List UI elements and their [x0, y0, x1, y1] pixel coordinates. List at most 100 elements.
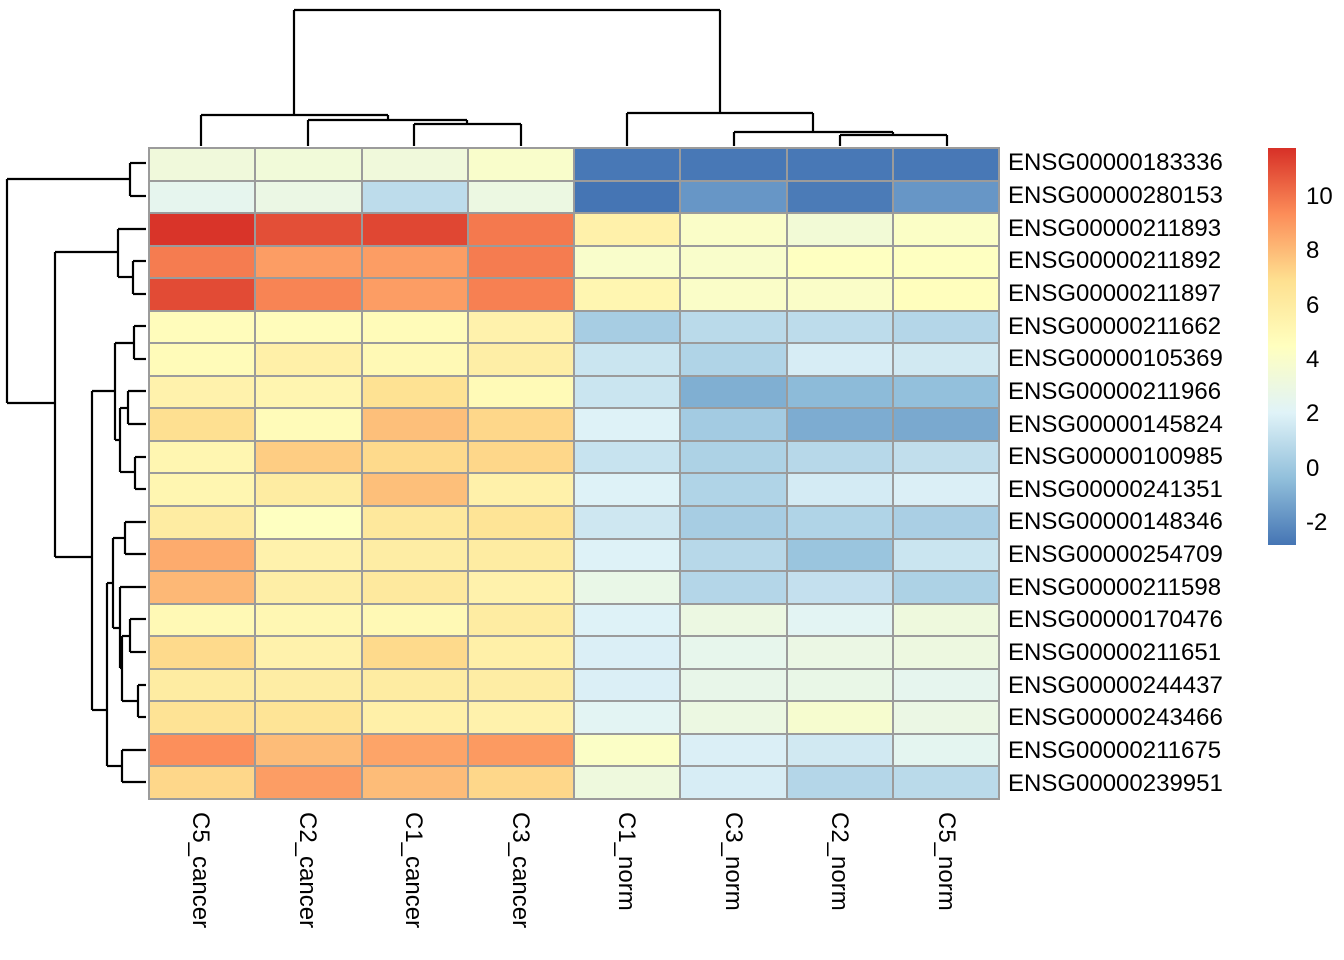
heatmap-cell — [893, 214, 998, 245]
heatmap-cell — [575, 376, 680, 408]
heatmap-cell — [362, 376, 467, 408]
heatmap-cell — [893, 344, 998, 375]
row-label: ENSG00000211662 — [1008, 312, 1222, 340]
heatmap-cell — [256, 181, 361, 213]
heatmap-cell — [681, 441, 786, 473]
heatmap-cell — [681, 474, 786, 506]
heatmap-cell — [362, 539, 467, 571]
heatmap-cell — [150, 214, 255, 245]
heatmap-cell — [468, 246, 573, 278]
heatmap-cell — [468, 734, 573, 766]
heatmap-cell — [575, 637, 680, 668]
heatmap-cell — [893, 149, 998, 180]
heatmap-cell — [681, 344, 786, 375]
row-label: ENSG00000211892 — [1008, 247, 1222, 275]
row-label: ENSG00000243466 — [1008, 704, 1223, 732]
heatmap-cell — [575, 669, 680, 701]
row-label: ENSG00000211893 — [1008, 214, 1222, 242]
heatmap-cell — [468, 702, 573, 733]
row-label: ENSG00000211675 — [1008, 737, 1222, 765]
heatmap-cell — [787, 311, 892, 343]
heatmap-cell — [681, 669, 786, 701]
legend-tick-label: 6 — [1306, 291, 1320, 319]
heatmap-cell — [362, 572, 467, 603]
heatmap-cell — [893, 474, 998, 506]
heatmap-cell — [362, 507, 467, 538]
row-label: ENSG00000170476 — [1008, 606, 1223, 634]
heatmap-cell — [575, 181, 680, 213]
heatmap-cell — [256, 572, 361, 603]
row-label: ENSG00000244437 — [1008, 671, 1223, 699]
column-label: C3_norm — [719, 812, 747, 911]
heatmap-cell — [468, 181, 573, 213]
heatmap-cell — [787, 572, 892, 603]
heatmap-cell — [893, 734, 998, 766]
heatmap-cell — [256, 344, 361, 375]
heatmap-cell — [681, 604, 786, 636]
heatmap-cell — [150, 604, 255, 636]
heatmap-cell — [681, 214, 786, 245]
legend-tick-label: 4 — [1306, 346, 1320, 374]
row-label: ENSG00000183336 — [1008, 149, 1223, 177]
legend-tick-label: -2 — [1306, 509, 1328, 537]
heatmap-cell — [787, 767, 892, 798]
heatmap-cell — [681, 507, 786, 538]
row-label: ENSG00000211966 — [1008, 377, 1222, 405]
heatmap-cell — [362, 604, 467, 636]
column-label: C3_cancer — [506, 812, 534, 929]
heatmap-cell — [362, 637, 467, 668]
heatmap-cell — [681, 311, 786, 343]
heatmap-cell — [787, 246, 892, 278]
heatmap-cell — [893, 604, 998, 636]
heatmap-cell — [787, 669, 892, 701]
heatmap-cell — [468, 539, 573, 571]
heatmap-cell — [893, 279, 998, 310]
heatmap-cell — [362, 311, 467, 343]
heatmap-cell — [468, 507, 573, 538]
column-label: C1_norm — [613, 812, 641, 911]
heatmap-cell — [787, 279, 892, 310]
heatmap-cell — [256, 311, 361, 343]
heatmap-cell — [256, 637, 361, 668]
heatmap-cell — [468, 279, 573, 310]
heatmap-cell — [787, 734, 892, 766]
heatmap-cell — [468, 474, 573, 506]
heatmap-cell — [468, 149, 573, 180]
heatmap-cell — [362, 474, 467, 506]
heatmap-cell — [256, 767, 361, 798]
heatmap-cell — [681, 149, 786, 180]
legend-tick-label: 10 — [1306, 182, 1333, 210]
heatmap-cell — [893, 376, 998, 408]
heatmap-cell — [787, 214, 892, 245]
heatmap-cell — [681, 734, 786, 766]
heatmap-cell — [893, 637, 998, 668]
heatmap-cell — [468, 604, 573, 636]
heatmap-cell — [362, 734, 467, 766]
heatmap-cell — [575, 539, 680, 571]
heatmap-cell — [150, 409, 255, 440]
heatmap-cell — [362, 214, 467, 245]
heatmap-cell — [256, 214, 361, 245]
heatmap-cell — [575, 604, 680, 636]
heatmap-cell — [150, 767, 255, 798]
heatmap-cell — [150, 474, 255, 506]
heatmap-cell — [787, 702, 892, 733]
heatmap-cell — [362, 669, 467, 701]
heatmap-cell — [575, 702, 680, 733]
heatmap-cell — [575, 279, 680, 310]
heatmap-cell — [893, 246, 998, 278]
heatmap-cell — [893, 702, 998, 733]
heatmap-cell — [575, 441, 680, 473]
heatmap-cell — [787, 637, 892, 668]
heatmap-cell — [362, 702, 467, 733]
heatmap-cell — [893, 539, 998, 571]
column-label: C2_cancer — [293, 812, 321, 929]
column-label: C1_cancer — [400, 812, 428, 929]
heatmap-grid — [148, 147, 1000, 800]
heatmap-cell — [468, 637, 573, 668]
legend-tick-label: 8 — [1306, 237, 1320, 265]
row-label: ENSG00000241351 — [1008, 475, 1223, 503]
row-label: ENSG00000254709 — [1008, 541, 1223, 569]
heatmap-cell — [575, 311, 680, 343]
